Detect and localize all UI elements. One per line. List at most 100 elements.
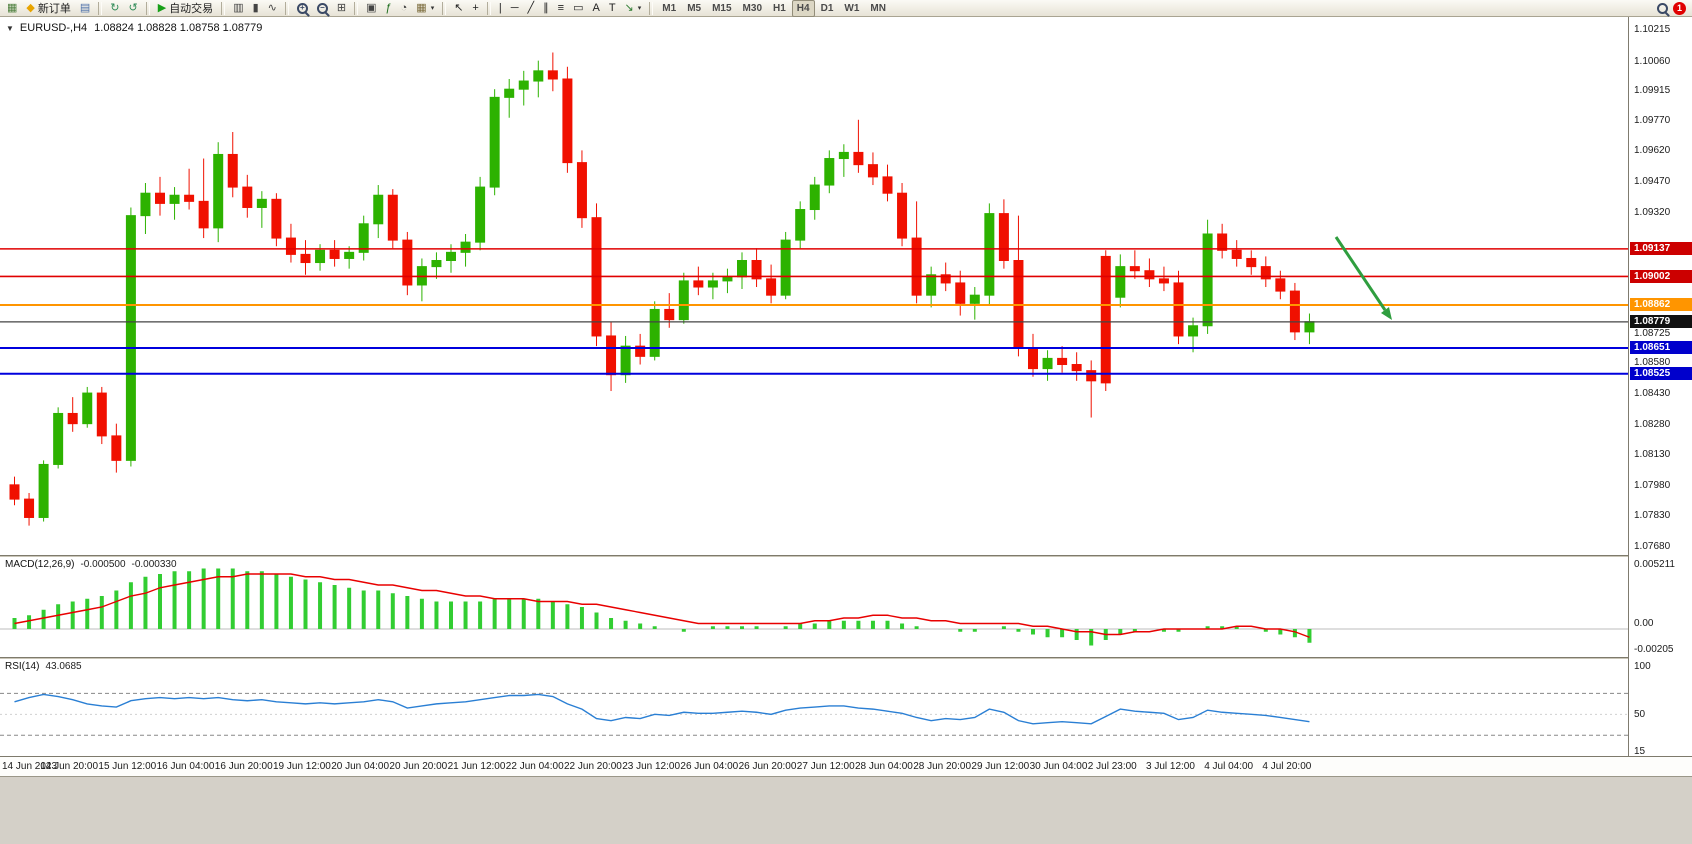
refresh-button[interactable]: ↻ <box>106 0 123 17</box>
timeframe-m1-button[interactable]: M1 <box>657 0 681 17</box>
macd-panel <box>0 568 1628 646</box>
candle <box>1042 357 1053 370</box>
candle <box>1071 364 1082 372</box>
trend-arrow-head[interactable] <box>1381 307 1392 320</box>
time-axis-label: 26 Jun 20:00 <box>738 761 797 772</box>
bottom-filler <box>0 776 1692 844</box>
timeframe-mn-button[interactable]: MN <box>865 0 891 17</box>
candle <box>897 192 908 239</box>
tile-windows-button[interactable]: ⊞ <box>333 0 350 17</box>
rsi-pane-separator[interactable] <box>0 657 1692 659</box>
price-axis-label: 1.08430 <box>1634 388 1671 400</box>
toolbar-separator <box>284 1 289 15</box>
candle <box>635 345 646 357</box>
timeframe-m30-button-label: M30 <box>742 2 762 14</box>
timeframe-d1-button[interactable]: D1 <box>816 0 839 17</box>
period-clock-button[interactable]: ◔ <box>397 0 412 17</box>
candle <box>664 308 675 321</box>
price-badge-bid-price-line: 1.08779 <box>1630 315 1692 329</box>
price-axis[interactable]: 1.10215 1.10060 1.09915 1.09770 1.09620 1.094… <box>1628 17 1692 757</box>
vertical-line-button-icon: | <box>498 1 502 14</box>
indicators-button[interactable]: ƒ <box>382 0 396 17</box>
candle <box>1304 321 1315 333</box>
candle <box>533 70 544 82</box>
candle <box>184 194 195 202</box>
price-badge-resistance-line-2: 1.09002 <box>1630 269 1692 283</box>
zoom-in-button[interactable]: + <box>293 0 312 17</box>
timeframe-h4-button[interactable]: H4 <box>791 0 815 17</box>
price-badge-resistance-line-1: 1.09137 <box>1630 242 1692 256</box>
price-axis-label: 1.09620 <box>1634 145 1671 157</box>
channel-button[interactable]: ∥ <box>539 0 553 17</box>
timeframe-w1-button[interactable]: W1 <box>839 0 864 17</box>
candle <box>606 335 617 376</box>
candle <box>722 276 733 282</box>
candlestick-chart-button[interactable]: ▮ <box>249 0 263 17</box>
candle <box>431 260 442 268</box>
toolbar-separator <box>649 1 654 15</box>
text-button[interactable]: A <box>588 0 603 17</box>
dropdown-caret-icon: ▾ <box>430 5 435 12</box>
bar-chart-button[interactable]: ▥ <box>229 0 247 17</box>
notifications-badge[interactable]: 1 <box>1673 1 1686 15</box>
horizontal-line-button[interactable]: ─ <box>507 0 523 17</box>
time-axis-label: 28 Jun 04:00 <box>855 761 913 772</box>
macd-pane-separator[interactable] <box>0 555 1692 557</box>
auto-arrange-button[interactable]: ▣ <box>362 0 380 17</box>
candle <box>373 194 384 225</box>
shapes-button[interactable]: ▭ <box>569 0 587 17</box>
candle <box>940 274 951 284</box>
zoom-out-button[interactable]: − <box>313 0 332 17</box>
candle <box>1173 282 1184 337</box>
vertical-line-button[interactable]: | <box>495 0 506 17</box>
history-center-button[interactable]: ↺ <box>125 0 142 17</box>
rsi-name: RSI(14) <box>5 661 40 672</box>
timeframe-h1-button[interactable]: H1 <box>768 0 791 17</box>
candle <box>96 392 107 437</box>
candle <box>882 176 893 194</box>
new-chart-button[interactable]: ▦ <box>3 0 21 17</box>
candle <box>867 164 878 178</box>
candle <box>82 392 93 425</box>
time-axis-label: 19 Jun 12:00 <box>273 761 331 772</box>
one-click-collapse-icon[interactable]: ▼ <box>6 23 14 33</box>
arrows-button[interactable]: ↘ ▾ <box>621 0 646 17</box>
autotrade-button[interactable]: ▶ 自动交易 <box>154 0 217 17</box>
candle <box>926 274 937 296</box>
trend-arrow[interactable] <box>1334 236 1387 311</box>
candle <box>504 88 515 98</box>
cursor-button[interactable]: ↖ <box>450 0 467 17</box>
price-axis-label: 1.09915 <box>1634 85 1671 97</box>
crosshair-button[interactable]: + <box>468 0 482 17</box>
time-axis-label: 30 Jun 04:00 <box>1029 761 1088 772</box>
new-order-button[interactable]: ◆ 新订单 <box>22 0 74 17</box>
candle <box>111 435 122 461</box>
fibonacci-button[interactable]: ≡ <box>554 0 568 17</box>
candle <box>984 213 995 296</box>
timeframe-m15-button[interactable]: M15 <box>707 0 736 17</box>
trendline-button[interactable]: ╱ <box>524 0 539 17</box>
bar-chart-button-icon: ▥ <box>233 1 244 14</box>
text-label-button[interactable]: T <box>605 0 620 17</box>
templates-button[interactable]: ▦ ▾ <box>412 0 438 17</box>
timeframe-m5-button-label: M5 <box>687 2 702 14</box>
time-axis[interactable]: 14 Jun 2023 14 Jun 20:00 15 Jun 12:00 16 Ju… <box>0 756 1692 776</box>
price-axis-label: 1.07680 <box>1634 541 1671 553</box>
macd-value: -0.000500 <box>80 559 126 570</box>
candle <box>737 260 747 278</box>
search-button-icon <box>1657 2 1668 14</box>
timeframe-m30-button[interactable]: M30 <box>738 0 767 17</box>
market-watch-button[interactable]: ▤ <box>76 0 94 17</box>
candle <box>1188 325 1199 337</box>
line-chart-button[interactable]: ∿ <box>264 0 281 17</box>
symbol-ohlc-title: EURUSD-,H4 1.08824 1.08828 1.08758 1.087… <box>20 22 262 34</box>
time-axis-label: 16 Jun 20:00 <box>214 761 273 772</box>
candle <box>329 249 340 259</box>
auto-arrange-button-icon: ▣ <box>366 1 377 14</box>
timeframe-m5-button[interactable]: M5 <box>682 0 706 17</box>
candle <box>678 280 689 321</box>
autotrade-button-icon: ▶ <box>157 1 167 14</box>
price-axis-label: 1.09470 <box>1634 175 1671 187</box>
time-axis-label: 15 Jun 12:00 <box>98 761 157 772</box>
search-button[interactable] <box>1653 0 1672 17</box>
